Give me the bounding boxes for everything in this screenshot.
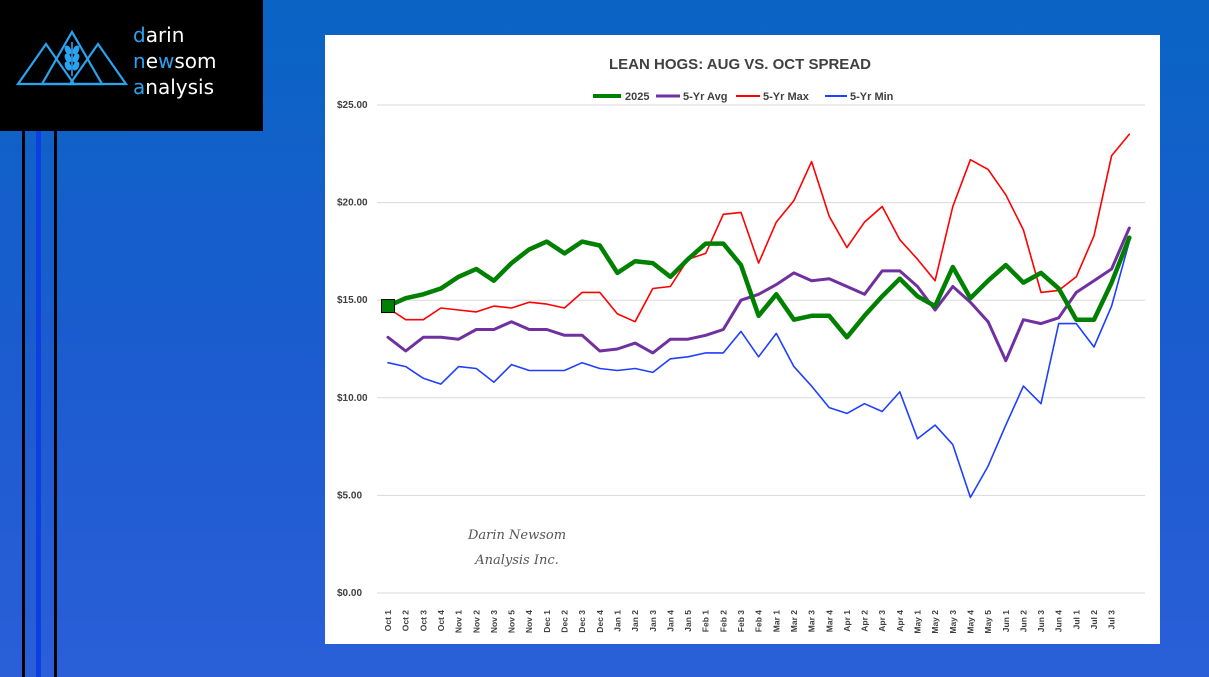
x-tick-label: Nov 3 bbox=[489, 610, 499, 633]
brand-line-newsom: newsom bbox=[133, 49, 217, 73]
chart-panel: LEAN HOGS: AUG VS. OCT SPREAD 2025 5-Yr … bbox=[325, 35, 1160, 644]
x-tick-label: Oct 1 bbox=[383, 610, 393, 632]
x-tick-label: Apr 3 bbox=[877, 610, 887, 632]
x-tick-label: Apr 4 bbox=[895, 610, 905, 632]
y-tick-label: $20.00 bbox=[337, 198, 368, 209]
brand-wordmark: darin newsom analysis bbox=[133, 22, 217, 100]
spread-chart: LEAN HOGS: AUG VS. OCT SPREAD 2025 5-Yr … bbox=[337, 56, 1145, 634]
x-tick-label: Jul 3 bbox=[1107, 610, 1117, 630]
x-tick-label: Oct 3 bbox=[418, 610, 428, 632]
legend: 2025 5-Yr Avg 5-Yr Max 5-Yr Min bbox=[593, 91, 894, 103]
x-tick-label: Feb 2 bbox=[718, 610, 728, 632]
x-tick-label: Mar 4 bbox=[824, 610, 834, 632]
y-axis-ticks: $0.00 $5.00 $10.00 $15.00 $20.00 $25.00 bbox=[337, 100, 368, 599]
watermark-line-2: Analysis Inc. bbox=[474, 553, 559, 568]
x-tick-label: Jan 5 bbox=[683, 610, 693, 632]
x-tick-label: Jul 1 bbox=[1071, 610, 1081, 630]
x-tick-label: Jan 2 bbox=[630, 610, 640, 632]
x-tick-label: May 3 bbox=[948, 610, 958, 634]
series-line-5-yr-avg bbox=[386, 226, 1131, 363]
legend-label-5yr-avg: 5-Yr Avg bbox=[683, 91, 727, 103]
x-tick-label: Jan 4 bbox=[665, 610, 675, 632]
x-tick-label: Feb 3 bbox=[736, 610, 746, 632]
y-tick-label: $10.00 bbox=[337, 393, 368, 404]
series-line-5-yr-max bbox=[387, 133, 1131, 323]
x-tick-label: Mar 1 bbox=[771, 610, 781, 632]
x-axis-ticks: Oct 1 Oct 2 Oct 3 Oct 4 Nov 1 Nov 2 Nov 3 Nov 5… bbox=[383, 610, 1117, 634]
series-line-5-yr-min bbox=[387, 240, 1131, 499]
decor-rail-blue bbox=[36, 131, 41, 677]
gridlines bbox=[377, 104, 1145, 594]
x-tick-label: Mar 2 bbox=[789, 610, 799, 632]
y-tick-label: $0.00 bbox=[337, 588, 362, 599]
y-tick-label: $25.00 bbox=[337, 100, 368, 111]
y-tick-label: $15.00 bbox=[337, 295, 368, 306]
chart-title: LEAN HOGS: AUG VS. OCT SPREAD bbox=[609, 56, 871, 73]
x-tick-label: Nov 4 bbox=[524, 610, 534, 633]
x-tick-label: Nov 2 bbox=[471, 610, 481, 633]
x-tick-label: Nov 5 bbox=[507, 610, 517, 633]
x-tick-label: Jun 1 bbox=[1001, 610, 1011, 632]
decor-rail-black-2 bbox=[54, 131, 57, 677]
x-tick-label: Oct 4 bbox=[436, 610, 446, 632]
start-marker bbox=[381, 299, 395, 314]
x-tick-label: Apr 1 bbox=[842, 610, 852, 632]
x-tick-label: Jun 3 bbox=[1036, 610, 1046, 632]
x-tick-label: May 4 bbox=[965, 610, 975, 634]
y-tick-label: $5.00 bbox=[337, 490, 362, 501]
x-tick-label: Mar 3 bbox=[807, 610, 817, 632]
x-tick-label: Jun 2 bbox=[1018, 610, 1028, 632]
x-tick-label: Apr 2 bbox=[860, 610, 870, 632]
x-tick-label: May 1 bbox=[913, 610, 923, 634]
mountains-logo-icon bbox=[16, 29, 128, 86]
legend-label-5yr-min: 5-Yr Min bbox=[850, 91, 894, 103]
watermark-line-1: Darin Newsom bbox=[467, 528, 566, 543]
legend-label-5yr-max: 5-Yr Max bbox=[763, 91, 810, 103]
brand-line-darin: darin bbox=[133, 23, 185, 47]
markers bbox=[381, 299, 395, 314]
x-tick-label: Dec 2 bbox=[560, 610, 570, 633]
x-tick-label: May 5 bbox=[983, 610, 993, 634]
series-lines bbox=[385, 133, 1132, 499]
x-tick-label: Nov 1 bbox=[454, 610, 464, 633]
x-tick-label: Jan 3 bbox=[648, 610, 658, 632]
logo-box: darin newsom analysis bbox=[0, 0, 263, 131]
x-tick-label: Feb 4 bbox=[754, 610, 764, 632]
x-tick-label: Dec 3 bbox=[577, 610, 587, 633]
series-line-2025 bbox=[385, 235, 1132, 340]
brand-line-analysis: analysis bbox=[133, 75, 214, 99]
x-tick-label: Oct 2 bbox=[401, 610, 411, 632]
x-tick-label: Jun 4 bbox=[1054, 610, 1064, 632]
x-tick-label: Feb 1 bbox=[701, 610, 711, 632]
x-tick-label: Jan 1 bbox=[612, 610, 622, 632]
x-tick-label: Dec 4 bbox=[595, 610, 605, 633]
decor-rail-black-1 bbox=[22, 131, 25, 677]
x-tick-label: Dec 1 bbox=[542, 610, 552, 633]
x-tick-label: Jul 2 bbox=[1089, 610, 1099, 630]
legend-label-2025: 2025 bbox=[625, 91, 649, 103]
x-tick-label: May 2 bbox=[930, 610, 940, 634]
